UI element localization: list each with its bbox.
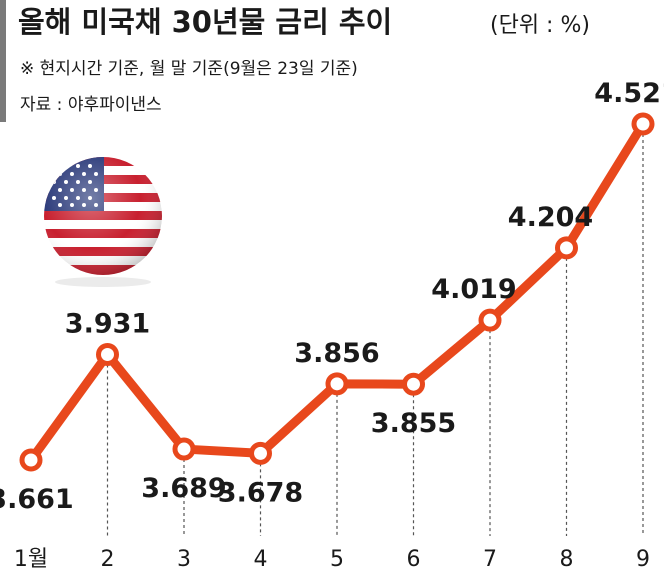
value-label-3: 3.689 xyxy=(141,473,226,504)
x-tick-label-7: 7 xyxy=(483,547,497,572)
data-point-9 xyxy=(631,112,655,136)
value-label-5: 3.856 xyxy=(294,338,379,369)
data-point-7 xyxy=(478,308,502,332)
x-tick-label-3: 3 xyxy=(177,547,191,572)
value-label-7: 4.019 xyxy=(431,274,516,305)
x-axis-ticks: 1월 2 3 4 5 6 7 8 9 xyxy=(14,547,650,572)
data-markers xyxy=(19,112,655,472)
unit-label: (단위 : %) xyxy=(490,13,590,38)
value-label-1: 3.661 xyxy=(0,484,74,515)
x-tick-label-5: 5 xyxy=(330,547,344,572)
data-point-5 xyxy=(325,372,349,396)
data-point-6 xyxy=(402,372,425,396)
chart-title: 올해 미국채 30년물 금리 추이 xyxy=(18,5,392,39)
data-point-2 xyxy=(96,343,119,367)
data-point-3 xyxy=(172,437,196,461)
x-tick-label-1: 1월 xyxy=(14,547,48,572)
data-point-8 xyxy=(555,236,578,260)
value-label-9: 4.521 xyxy=(594,78,664,109)
x-tick-label-8: 8 xyxy=(560,547,574,572)
x-tick-label-4: 4 xyxy=(254,547,268,572)
us-flag-ball-icon xyxy=(44,157,162,287)
note-text: ※ 현지시간 기준, 월 말 기준(9월은 23일 기준) xyxy=(20,59,358,79)
guide-lines xyxy=(106,134,644,536)
value-label-4: 3.678 xyxy=(218,477,303,508)
data-point-4 xyxy=(249,441,272,465)
value-label-8: 4.204 xyxy=(508,202,593,233)
x-tick-label-2: 2 xyxy=(101,547,115,572)
data-point-1 xyxy=(19,448,43,472)
x-tick-label-9: 9 xyxy=(636,547,650,572)
value-label-2: 3.931 xyxy=(65,309,150,340)
x-tick-label-6: 6 xyxy=(407,547,421,572)
source-text: 자료 : 야후파이낸스 xyxy=(20,95,162,115)
value-label-6: 3.855 xyxy=(371,408,456,439)
title-accent-bar xyxy=(0,0,6,122)
